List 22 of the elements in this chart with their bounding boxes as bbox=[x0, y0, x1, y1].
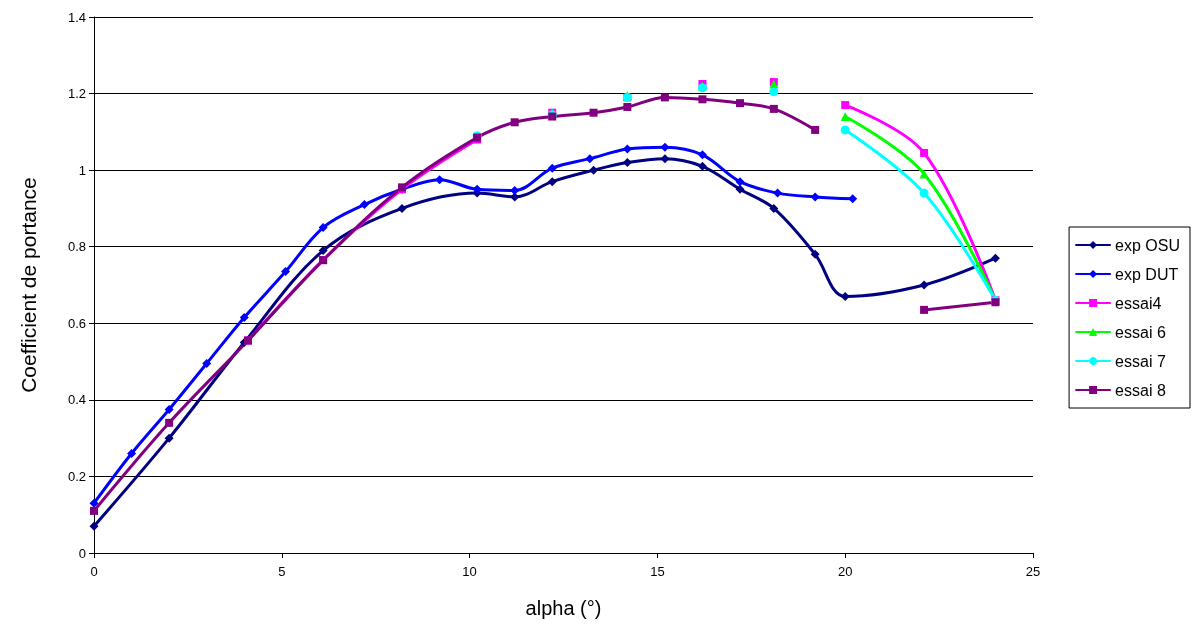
y-tick-label: 1 bbox=[78, 162, 86, 178]
legend-label: essai4 bbox=[1115, 294, 1162, 312]
legend-label: essai 6 bbox=[1115, 323, 1166, 341]
x-tick-label: 10 bbox=[462, 564, 477, 579]
y-tick-label: 0.4 bbox=[67, 392, 86, 408]
y-tick-label: 1.4 bbox=[67, 9, 86, 25]
legend-label: exp OSU bbox=[1115, 236, 1181, 254]
y-tick-label: 0.2 bbox=[67, 468, 86, 484]
legend-label: exp DUT bbox=[1115, 265, 1179, 283]
legend-label: essai 8 bbox=[1115, 381, 1166, 399]
x-tick-label: 5 bbox=[278, 564, 286, 579]
y-axis-title: Coefficient de portance bbox=[17, 177, 40, 393]
x-tick-label: 25 bbox=[1025, 564, 1041, 579]
x-axis-title: alpha (°) bbox=[525, 597, 602, 619]
x-tick-label: 20 bbox=[837, 564, 853, 579]
y-tick-label: 0.8 bbox=[67, 239, 86, 255]
y-tick-label: 0 bbox=[78, 545, 86, 561]
y-tick-label: 0.6 bbox=[67, 315, 86, 331]
x-tick-label: 0 bbox=[90, 564, 98, 579]
y-tick-label: 1.2 bbox=[67, 86, 86, 102]
x-tick-label: 15 bbox=[650, 564, 665, 579]
legend-label: essai 7 bbox=[1115, 352, 1166, 370]
